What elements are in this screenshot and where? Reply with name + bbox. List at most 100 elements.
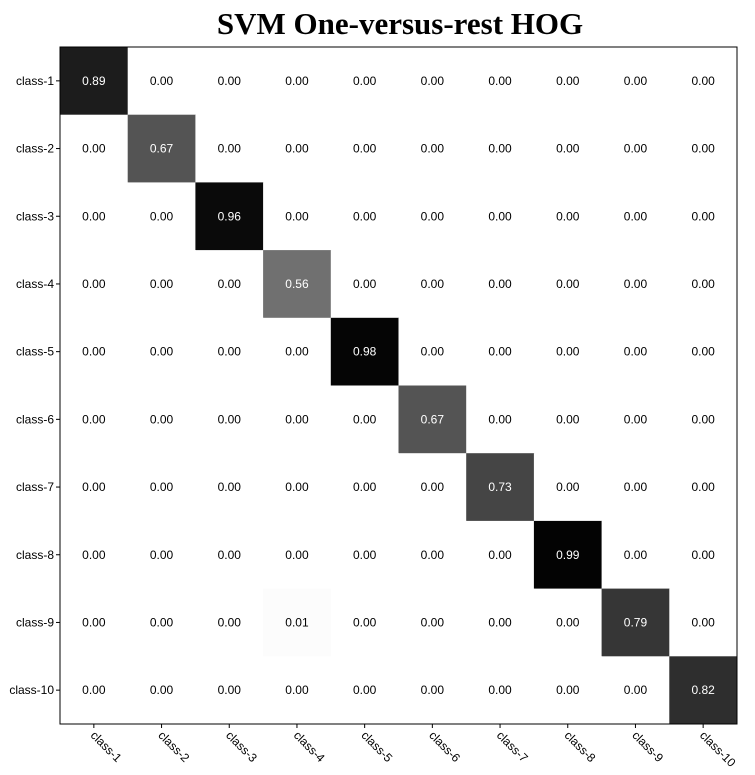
cell-value-label: 0.00 <box>150 209 174 223</box>
cell-value-label: 0.00 <box>82 209 106 223</box>
heatmap-cell-r6-c9 <box>601 385 670 454</box>
y-tick-label: class-10 <box>9 683 54 697</box>
heatmap-cell-r7-c2 <box>127 453 196 522</box>
cell-value-label: 0.00 <box>488 277 512 291</box>
x-tick-label: class-2 <box>155 728 192 765</box>
heatmap-cell-r4-c1 <box>60 250 129 319</box>
heatmap-cell-r7-c1 <box>60 453 129 522</box>
cell-value-label: 0.00 <box>353 142 377 156</box>
cell-value-label: 0.00 <box>421 142 445 156</box>
heatmap-cell-r9-c5 <box>330 588 399 657</box>
heatmap-cell-r2-c5 <box>330 114 399 183</box>
x-tick-label: class-9 <box>629 728 666 765</box>
heatmap-cell-r9-c4 <box>263 588 332 657</box>
cell-value-label: 0.00 <box>556 412 580 426</box>
cell-value-label: 0.00 <box>556 683 580 697</box>
cell-value-label: 0.67 <box>421 412 445 426</box>
heatmap-cell-r2-c8 <box>533 114 603 183</box>
cell-value-label: 0.00 <box>150 74 174 88</box>
cell-value-label: 0.00 <box>218 615 242 629</box>
heatmap-cell-r7-c9 <box>601 453 670 522</box>
heatmap-cell-r1-c3 <box>195 47 264 116</box>
heatmap-cell-r5-c2 <box>127 317 196 386</box>
heatmap-cell-r9-c10 <box>669 588 738 657</box>
heatmap-cell-r2-c10 <box>669 114 738 183</box>
heatmap-cell-r3-c6 <box>398 182 467 251</box>
cell-value-label: 0.00 <box>556 615 580 629</box>
heatmap-cell-r8-c9 <box>601 520 670 590</box>
cell-value-label: 0.00 <box>691 412 715 426</box>
heatmap-cell-r6-c7 <box>466 385 535 454</box>
cell-value-label: 0.00 <box>556 345 580 359</box>
heatmap-cell-r5-c1 <box>60 317 129 386</box>
heatmap-cell-r4-c9 <box>601 250 670 319</box>
cell-value-label: 0.00 <box>488 548 512 562</box>
cell-value-label: 0.01 <box>285 615 309 629</box>
cell-value-label: 0.00 <box>421 345 445 359</box>
y-tick-label: class-1 <box>16 74 54 88</box>
heatmap-cell-r1-c2 <box>127 47 196 116</box>
x-tick-label: class-10 <box>697 728 739 770</box>
cell-value-label: 0.00 <box>82 277 106 291</box>
cell-value-label: 0.00 <box>285 74 309 88</box>
heatmap-cell-r5-c8 <box>533 317 603 386</box>
heatmap-cell-r8-c8 <box>533 520 603 590</box>
heatmap-cell-r1-c4 <box>263 47 332 116</box>
cell-value-label: 0.00 <box>353 277 377 291</box>
heatmap-cell-r5-c4 <box>263 317 332 386</box>
cell-value-label: 0.00 <box>82 683 106 697</box>
cell-value-label: 0.00 <box>150 277 174 291</box>
heatmap-cell-r9-c6 <box>398 588 467 657</box>
y-tick-label: class-5 <box>16 345 54 359</box>
heatmap-cell-r1-c6 <box>398 47 467 116</box>
heatmap-cell-r6-c5 <box>330 385 399 454</box>
cell-value-label: 0.00 <box>150 548 174 562</box>
heatmap-cell-r1-c1 <box>60 47 129 116</box>
cell-value-label: 0.00 <box>691 345 715 359</box>
y-axis-ticks: class-1 class-2 class-3 class-4 class-5 class… <box>9 74 60 697</box>
heatmap-cell-r5-c3 <box>195 317 264 386</box>
heatmap-cell-r2-c9 <box>601 114 670 183</box>
heatmap-cell-r3-c5 <box>330 182 399 251</box>
cell-value-label: 0.00 <box>218 548 242 562</box>
heatmap-cell-r6-c1 <box>60 385 129 454</box>
cell-value-label: 0.00 <box>285 142 309 156</box>
cell-value-label: 0.00 <box>218 345 242 359</box>
heatmap-cell-r8-c5 <box>330 520 399 590</box>
heatmap-cell-r10-c8 <box>533 656 603 725</box>
cell-value-label: 0.00 <box>624 277 648 291</box>
y-tick-label: class-7 <box>16 480 54 494</box>
heatmap-cell-r9-c9 <box>601 588 670 657</box>
heatmap-cell-r5-c7 <box>466 317 535 386</box>
heatmap-cell-r10-c6 <box>398 656 467 725</box>
cell-value-label: 0.00 <box>218 142 242 156</box>
heatmap-cell-r6-c3 <box>195 385 264 454</box>
cell-value-label: 0.00 <box>488 615 512 629</box>
cell-value-label: 0.00 <box>82 412 106 426</box>
heatmap-cell-labels: 0.89 0.00 0.00 0.00 0.00 0.00 0.00 0.00 0.00 0.00… <box>82 74 715 697</box>
heatmap-cell-r8-c10 <box>669 520 738 590</box>
heatmap-cell-r6-c4 <box>263 385 332 454</box>
cell-value-label: 0.00 <box>691 142 715 156</box>
x-tick-label: class-1 <box>88 728 125 765</box>
cell-value-label: 0.00 <box>218 480 242 494</box>
y-tick-label: class-8 <box>16 548 54 562</box>
heatmap-cells <box>60 47 738 725</box>
heatmap-cell-r2-c2 <box>127 114 196 183</box>
heatmap-cell-r3-c8 <box>533 182 603 251</box>
cell-value-label: 0.00 <box>421 209 445 223</box>
heatmap-cell-r4-c7 <box>466 250 535 319</box>
heatmap-cell-r5-c10 <box>669 317 738 386</box>
cell-value-label: 0.00 <box>285 548 309 562</box>
heatmap-cell-r1-c7 <box>466 47 535 116</box>
heatmap-cell-r1-c8 <box>533 47 603 116</box>
cell-value-label: 0.00 <box>421 615 445 629</box>
cell-value-label: 0.00 <box>285 480 309 494</box>
cell-value-label: 0.96 <box>218 209 242 223</box>
heatmap-cell-r2-c3 <box>195 114 264 183</box>
cell-value-label: 0.00 <box>285 412 309 426</box>
cell-value-label: 0.00 <box>624 345 648 359</box>
cell-value-label: 0.00 <box>150 683 174 697</box>
cell-value-label: 0.00 <box>218 277 242 291</box>
cell-value-label: 0.00 <box>691 615 715 629</box>
